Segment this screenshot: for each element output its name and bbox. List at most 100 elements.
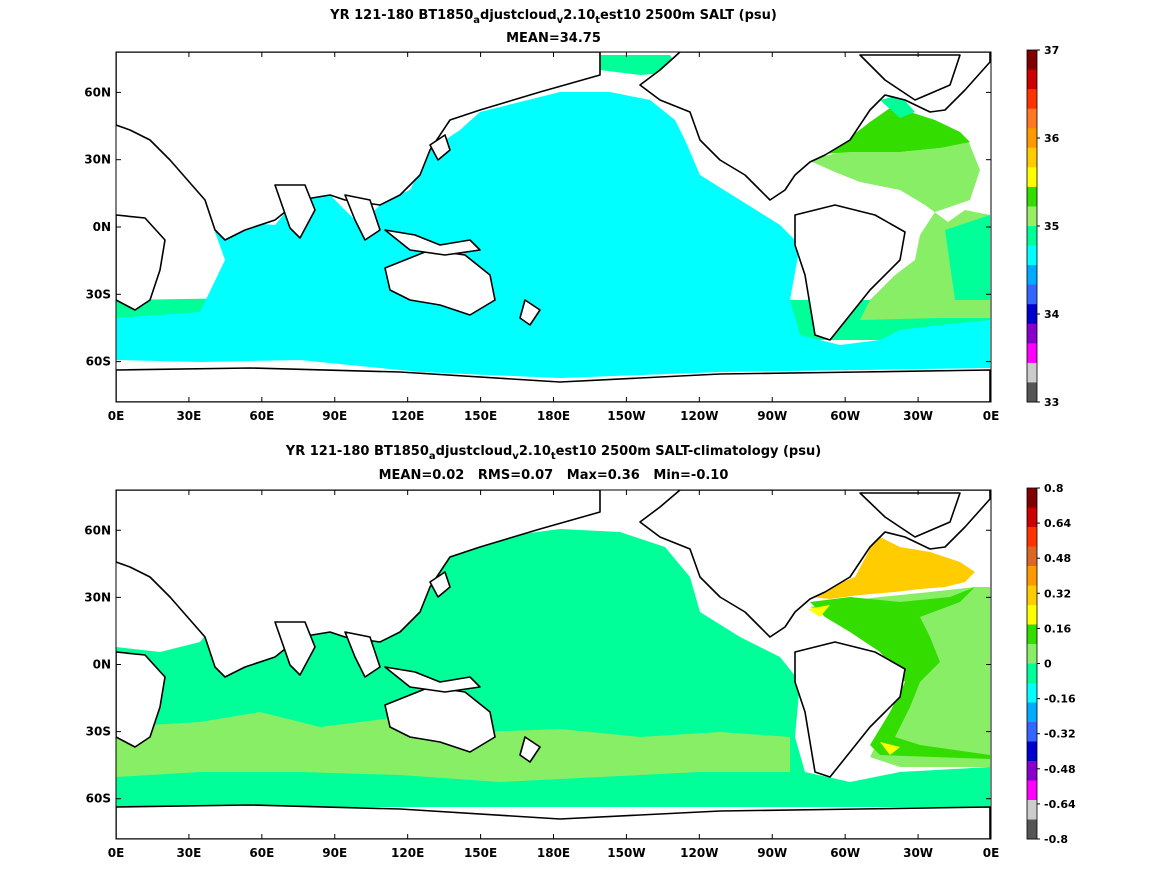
colorbar-label: 0 [1044,658,1052,671]
y-tick-label: 60N [84,85,111,99]
eurasia-land [116,52,601,241]
colorbar-swatch [1027,69,1037,90]
anomaly-continent-outlines [116,490,991,839]
y-tick-label: 30S [86,287,111,301]
atlantic-fill [808,140,990,320]
x-tick-label: 90E [322,846,347,860]
anomaly-new-zealand-land [519,736,541,763]
colorbar-swatch [1027,147,1037,168]
x-tick-label: 180E [537,846,570,860]
colorbar-swatch [1027,128,1037,149]
x-tick-label: 0E [108,846,125,860]
x-tick-label: 30W [903,846,933,860]
colorbar-label: -0.48 [1044,763,1076,776]
y-tick-label: 60S [86,355,111,369]
x-tick-label: 0E [983,409,1000,423]
anomaly-india-land [274,621,316,676]
colorbar-swatch [1027,265,1037,286]
colorbar-swatch [1027,702,1037,723]
anomaly-indochina-land [344,631,381,678]
colorbar-swatch [1027,819,1037,840]
africa-land [116,214,166,311]
colorbar-label: -0.8 [1044,833,1068,846]
panel2-colorbar: 0.8 0.64 0.48 0.32 0.16 0 -0.16 -0.32 -0.48 -0.64… [1026,482,1076,846]
y-tick-label: 30N [84,153,111,167]
colorbar-label: 35 [1044,220,1059,233]
colorbar-swatch [1027,89,1037,110]
anomaly-eurasia-land [116,490,601,678]
x-tick-label: 0E [108,409,125,423]
x-tick-label: 60E [249,846,274,860]
panel1-subtitle: MEAN=34.75 [506,31,601,46]
panel-salinity: YR 121-180 BT1850adjustcloudv2.10test10 … [0,0,1167,437]
colorbar-swatch [1027,780,1037,801]
y-tick-label: 30N [84,590,111,604]
panel1-colorbar: 37 36 35 34 33 [1026,44,1060,409]
colorbar-label: 33 [1044,396,1059,409]
x-tick-label: 30W [903,409,933,423]
x-tick-label: 150W [607,409,645,423]
colorbar-swatch [1027,108,1037,129]
anomaly-north-atlantic-fill [810,537,975,599]
colorbar-swatch [1027,507,1037,528]
colorbar-swatch [1027,206,1037,227]
colorbar-label: 37 [1044,44,1059,57]
y-tick-label: 60S [86,792,111,806]
colorbar-swatch [1027,186,1037,207]
colorbar-label: 0.48 [1044,552,1071,565]
anomaly-japan-land [429,571,451,598]
x-tick-label: 90E [322,409,347,423]
x-tick-label: 120W [680,409,718,423]
x-tick-label: 90W [757,846,787,860]
x-tick-label: 60E [249,409,274,423]
colorbar-swatch [1027,284,1037,305]
continent-outlines [116,52,991,402]
anomaly-south-america-land [794,641,906,778]
x-tick-label: 180E [537,409,570,423]
colorbar-label: -0.32 [1044,728,1076,741]
colorbar-swatch [1027,50,1037,71]
colorbar-label: 0.8 [1044,482,1064,495]
colorbar-swatch [1027,245,1037,266]
colorbar-label: -0.16 [1044,693,1076,706]
labrador-fill [880,95,915,118]
colorbar-swatch [1027,343,1037,364]
x-tick-label: 30E [176,409,201,423]
x-tick-label: 150W [607,846,645,860]
panel1-map: 0E 30E 60E 90E 120E 150E 180E 150W 120W 90W 60W 30W… [84,44,1060,423]
colorbar-label: 0.64 [1044,517,1071,530]
south-america-land [794,204,906,341]
north-atlantic-fill [810,108,970,155]
colorbar-label: 36 [1044,132,1060,145]
panel1-y-axis: 60N 30N 0N 30S 60S [84,85,991,369]
colorbar-swatch [1027,585,1037,606]
y-tick-label: 30S [86,725,111,739]
panel1-title: YR 121-180 BT1850adjustcloudv2.10test10 … [330,8,777,26]
colorbar-label: 34 [1044,308,1060,321]
colorbar-swatch [1027,663,1037,684]
colorbar-swatch [1027,566,1037,586]
panel2-title: YR 121-180 BT1850adjustcloudv2.10test10 … [285,444,822,462]
x-tick-label: 60W [830,409,860,423]
x-tick-label: 30E [176,846,201,860]
colorbar-swatch [1027,761,1037,781]
india-land [274,184,316,239]
colorbar-swatch [1027,800,1037,820]
colorbar-swatch [1027,488,1037,508]
colorbar-swatch [1027,167,1037,188]
east-atlantic-fill [945,215,990,300]
colorbar-swatch [1027,722,1037,742]
colorbar-label: 0.16 [1044,622,1071,635]
x-tick-label: 90W [757,409,787,423]
greenland-land [859,54,961,101]
panel2-x-axis: 0E 30E 60E 90E 120E 150E 180E 150W 120W 90W 60W 30W… [108,490,999,860]
colorbar-swatch [1027,323,1037,344]
panel2-subtitle: MEAN=0.02 RMS=0.07 Max=0.36 Min=-0.10 [378,468,729,483]
indonesia-land [384,229,481,256]
panel2-map: 0E 30E 60E 90E 120E 150E 180E 150W 120W 90W 60W 30W… [84,482,1076,860]
colorbar-swatch [1027,605,1037,625]
x-tick-label: 150E [464,846,497,860]
anomaly-indonesia-land [384,666,481,693]
colorbar-swatch [1027,683,1037,703]
colorbar-swatch [1027,382,1037,403]
